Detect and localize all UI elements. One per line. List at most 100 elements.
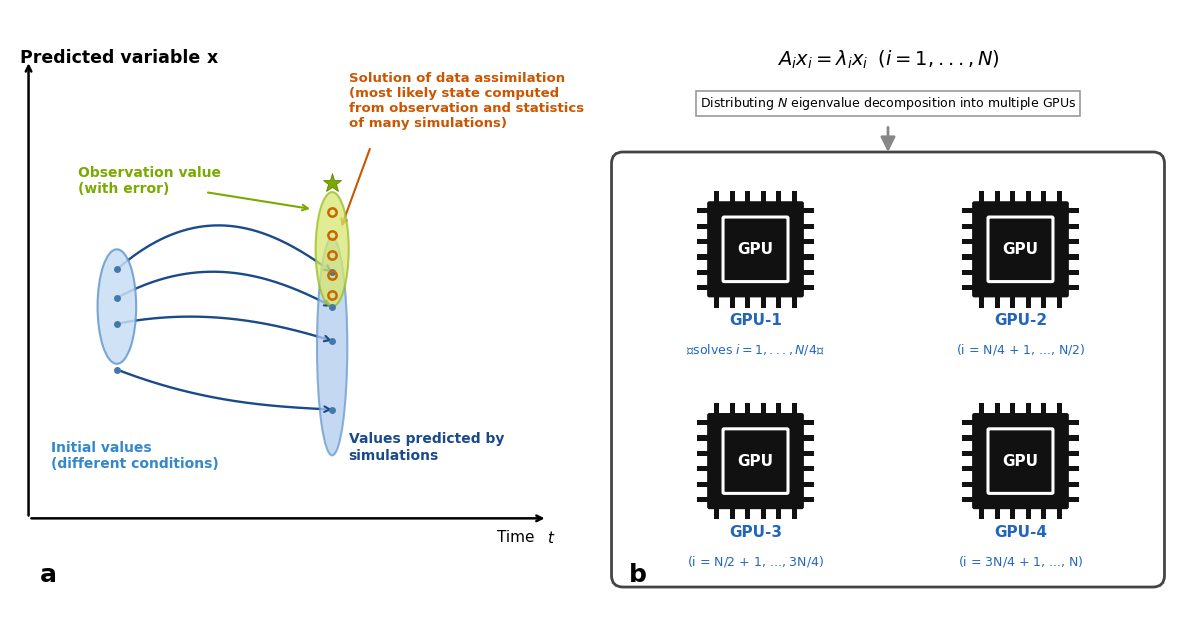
Bar — [697, 497, 709, 502]
Bar — [1067, 239, 1079, 244]
Bar — [761, 507, 766, 520]
Text: Initial values
(different conditions): Initial values (different conditions) — [50, 441, 218, 471]
Bar — [1056, 403, 1062, 415]
Bar — [1010, 191, 1015, 204]
Bar — [1010, 403, 1015, 415]
Bar — [995, 403, 1000, 415]
Bar — [1067, 497, 1079, 502]
Bar — [776, 403, 781, 415]
Bar — [979, 507, 984, 520]
Bar — [697, 239, 709, 244]
Bar — [697, 224, 709, 229]
Text: $t$: $t$ — [547, 530, 556, 546]
Text: Observation value
(with error): Observation value (with error) — [78, 165, 221, 196]
Bar — [961, 270, 974, 275]
Bar — [1026, 403, 1031, 415]
FancyBboxPatch shape — [988, 217, 1052, 282]
Text: Values predicted by
simulations: Values predicted by simulations — [349, 432, 504, 462]
Bar — [802, 420, 815, 425]
Bar — [802, 239, 815, 244]
Bar — [776, 507, 781, 520]
Bar — [697, 420, 709, 425]
Text: GPU: GPU — [738, 453, 774, 469]
Bar — [1056, 507, 1062, 520]
Bar — [697, 254, 709, 259]
Bar — [802, 481, 815, 487]
FancyBboxPatch shape — [707, 413, 804, 509]
Text: $($i = N/2 + 1, ..., 3N/4$)$: $($i = N/2 + 1, ..., 3N/4$)$ — [686, 554, 824, 569]
Bar — [730, 191, 734, 204]
Bar — [1067, 270, 1079, 275]
Bar — [714, 295, 720, 308]
Ellipse shape — [316, 192, 349, 307]
Bar — [730, 295, 734, 308]
FancyBboxPatch shape — [612, 152, 1164, 587]
Bar — [697, 481, 709, 487]
Bar — [1067, 420, 1079, 425]
Text: Solution of data assimilation
(most likely state computed
from observation and s: Solution of data assimilation (most like… — [349, 72, 584, 130]
FancyBboxPatch shape — [707, 201, 804, 298]
Bar — [961, 224, 974, 229]
Bar — [761, 191, 766, 204]
Bar — [1067, 254, 1079, 259]
Bar — [697, 270, 709, 275]
Bar — [730, 507, 734, 520]
Bar — [1026, 507, 1031, 520]
FancyBboxPatch shape — [972, 413, 1069, 509]
Bar — [761, 403, 766, 415]
Bar — [1042, 403, 1046, 415]
Bar — [1067, 285, 1079, 291]
Text: $A_i x_i = \lambda_i x_i \;\; (i = 1, ..., N)$: $A_i x_i = \lambda_i x_i \;\; (i = 1, ..… — [776, 49, 1000, 71]
Bar — [1067, 466, 1079, 471]
FancyBboxPatch shape — [724, 429, 788, 494]
Bar — [961, 451, 974, 456]
Bar — [697, 208, 709, 214]
Bar — [802, 270, 815, 275]
Text: GPU: GPU — [1002, 453, 1038, 469]
FancyBboxPatch shape — [724, 217, 788, 282]
Bar — [1010, 295, 1015, 308]
Text: GPU: GPU — [738, 242, 774, 257]
Bar — [1056, 191, 1062, 204]
Bar — [802, 466, 815, 471]
Bar — [745, 403, 750, 415]
Bar — [1067, 451, 1079, 456]
Bar — [1042, 507, 1046, 520]
Bar — [802, 497, 815, 502]
Bar — [1067, 224, 1079, 229]
Bar — [961, 208, 974, 214]
Bar — [961, 481, 974, 487]
Bar — [802, 436, 815, 441]
Text: GPU-3: GPU-3 — [730, 525, 782, 540]
FancyBboxPatch shape — [972, 201, 1069, 298]
Bar — [745, 295, 750, 308]
Bar — [995, 295, 1000, 308]
Bar — [792, 403, 797, 415]
Bar — [802, 451, 815, 456]
FancyBboxPatch shape — [988, 429, 1052, 494]
Ellipse shape — [97, 249, 137, 364]
Bar — [961, 285, 974, 291]
Text: GPU-2: GPU-2 — [994, 314, 1048, 328]
Bar — [761, 295, 766, 308]
Bar — [792, 191, 797, 204]
Bar — [1010, 507, 1015, 520]
Bar — [802, 254, 815, 259]
Text: GPU-1: GPU-1 — [730, 314, 782, 328]
Bar — [1067, 208, 1079, 214]
Bar — [979, 403, 984, 415]
Bar — [745, 191, 750, 204]
Bar — [697, 466, 709, 471]
Text: Predicted variable: Predicted variable — [20, 49, 206, 67]
Bar — [961, 497, 974, 502]
Text: GPU-4: GPU-4 — [994, 525, 1046, 540]
Bar — [961, 420, 974, 425]
Bar — [802, 285, 815, 291]
Bar — [792, 295, 797, 308]
Bar — [792, 507, 797, 520]
Bar — [995, 191, 1000, 204]
Bar — [979, 295, 984, 308]
Bar — [776, 295, 781, 308]
Bar — [1067, 481, 1079, 487]
Text: Time: Time — [497, 530, 539, 545]
